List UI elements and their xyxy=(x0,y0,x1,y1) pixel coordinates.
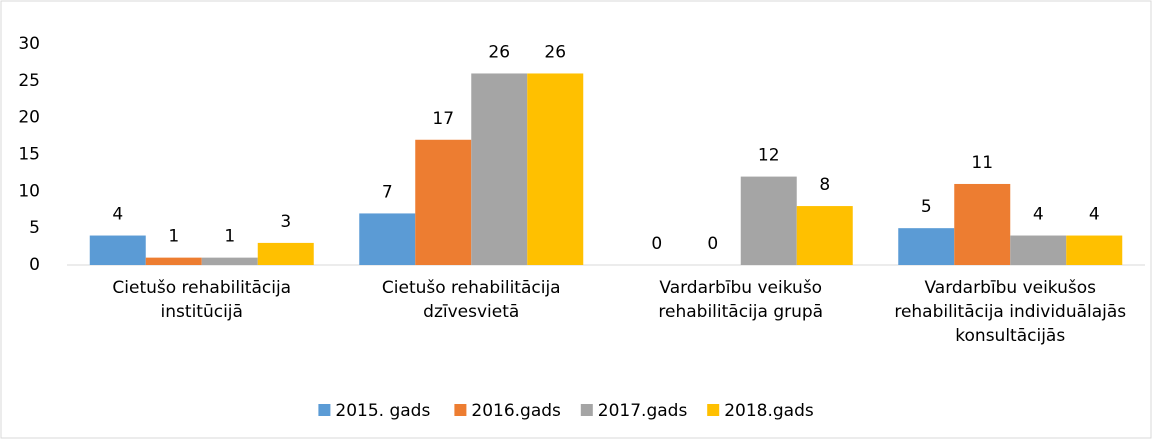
x-tick-label: Cietušo rehabilitācija institūcijā xyxy=(112,278,292,322)
legend-swatch xyxy=(454,404,467,416)
y-tick-label: 0 xyxy=(29,255,40,275)
data-label: 26 xyxy=(488,42,510,62)
data-label: 5 xyxy=(921,197,932,217)
data-label: 0 xyxy=(651,234,662,254)
x-tick-label: Cietušo rehabilitācija dzīvesvietā xyxy=(381,278,561,322)
bar xyxy=(89,235,146,265)
bar xyxy=(359,213,416,265)
y-tick-label: 30 xyxy=(18,34,40,54)
data-label: 12 xyxy=(758,146,780,166)
data-label: 4 xyxy=(1033,205,1044,225)
bar xyxy=(145,257,202,265)
legend-swatch xyxy=(580,404,593,416)
data-label: 4 xyxy=(112,205,123,225)
bar xyxy=(1010,235,1067,265)
legend-label: 2017.gads xyxy=(598,401,688,421)
x-tick-label: Vardarbību veikušos rehabilitācija indiv… xyxy=(894,278,1127,346)
legend-label: 2016.gads xyxy=(471,401,561,421)
x-tick-label: Vardarbību veikušo rehabilitācija grupā xyxy=(658,278,824,322)
bar xyxy=(527,73,584,265)
data-label: 0 xyxy=(707,234,718,254)
legend-label: 2018.gads xyxy=(724,401,814,421)
bar xyxy=(257,242,314,265)
y-tick-label: 5 xyxy=(29,218,40,238)
bar xyxy=(415,139,472,265)
data-label: 11 xyxy=(971,153,993,173)
bar xyxy=(740,176,797,265)
y-tick-label: 20 xyxy=(18,108,40,128)
legend-swatch xyxy=(318,404,331,416)
bar xyxy=(1066,235,1123,265)
y-tick-label: 10 xyxy=(18,181,40,201)
bar xyxy=(201,257,258,265)
data-label: 3 xyxy=(280,212,291,232)
data-label: 4 xyxy=(1089,205,1100,225)
y-tick-label: 25 xyxy=(18,71,40,91)
y-tick-label: 15 xyxy=(18,145,40,165)
bar xyxy=(954,183,1011,265)
data-label: 1 xyxy=(168,227,179,247)
data-label: 8 xyxy=(819,175,830,195)
bar xyxy=(796,206,853,265)
data-label: 7 xyxy=(382,182,393,202)
data-label: 1 xyxy=(224,227,235,247)
data-label: 17 xyxy=(432,109,454,129)
data-label: 26 xyxy=(544,42,566,62)
legend-label: 2015. gads xyxy=(335,401,430,421)
legend-swatch xyxy=(707,404,720,416)
bar xyxy=(898,228,955,265)
bar xyxy=(471,73,528,265)
